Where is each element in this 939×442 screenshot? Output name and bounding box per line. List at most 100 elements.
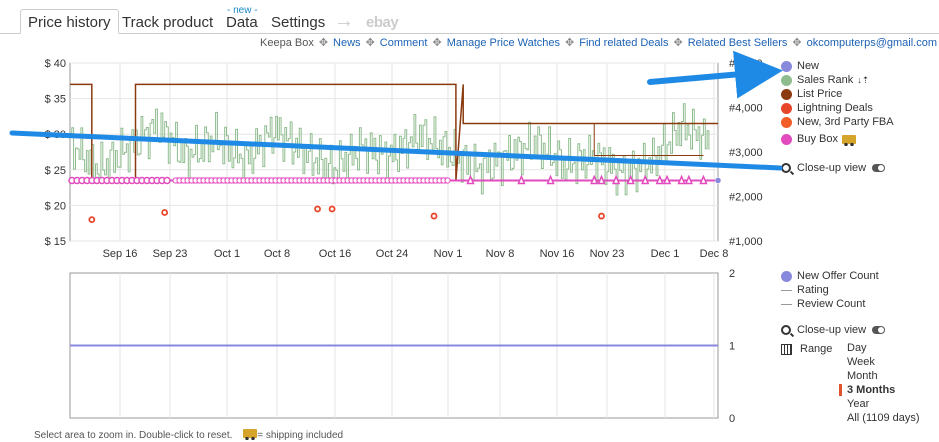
lightning-deal-marker-center [330,207,334,211]
buy-box-marker [546,174,555,185]
toggle-icon[interactable] [872,164,886,172]
buy-box-marker [641,174,650,185]
news-link[interactable]: News [333,37,361,49]
legend-fba-label: New, 3rd Party FBA [797,116,894,128]
fba-dot-icon [781,116,792,128]
lightning-deal-marker-center [163,210,167,215]
legend-rating[interactable]: Rating [781,283,829,297]
close-up-view-toggle-bottom[interactable]: Close-up view [781,323,886,337]
offer-count-dot-icon [781,270,792,282]
y-right-tick-label: #5,000 [729,58,763,70]
y2-tick-label: 0 [729,413,735,425]
tab-data[interactable]: Data [226,14,258,31]
keepa-box-label: Keepa Box [260,37,314,49]
x-tick-label: Dec 8 [700,248,729,260]
buy-box-marker [517,174,526,185]
range-day[interactable]: Day [847,342,867,354]
y2-tick-label: 2 [729,268,735,280]
y-left-tick-label: $ 20 [45,200,66,212]
review-line-icon [781,303,792,305]
range-year[interactable]: Year [847,398,870,410]
lightning-deal-marker-center [432,214,436,218]
magnifier-icon [781,325,791,335]
range-3-months[interactable]: 3 Months [839,384,895,396]
truck-icon [243,429,258,440]
diamond-icon: ✥ [365,37,375,49]
tab-ebay[interactable]: ebay [366,14,399,31]
tab-track-product[interactable]: Track product [122,14,214,31]
buy-box-dot-icon [781,133,792,145]
toggle-icon[interactable] [872,326,886,334]
buy-box-marker [655,174,664,185]
find-related-deals-link[interactable]: Find related Deals [579,37,669,49]
lightning-deal-marker-center [315,207,320,211]
legend-new[interactable]: New [781,59,819,73]
buy-box-marker [699,174,708,185]
y-left-tick-label: $ 25 [45,165,66,177]
legend-new-offer-count[interactable]: New Offer Count [781,269,879,283]
range-week[interactable]: Week [847,356,875,368]
buy-box-marker [597,174,606,185]
legend-rating-label: Rating [797,284,829,296]
legend-review-count-label: Review Count [797,298,866,310]
legend-sales-rank[interactable]: Sales Rank ↓⇡ [781,73,869,87]
legend-list-price-label: List Price [797,88,843,100]
rating-line-icon [781,289,792,291]
y-left-tick-label: $ 40 [45,58,66,70]
tab-bar-divider [0,33,939,34]
x-tick-label: Nov 16 [540,248,575,260]
lightning-deal-marker-center [90,218,94,222]
tab-bar: Price history Track product - new - Data… [0,0,939,36]
legend-buy-box-label: Buy Box [797,133,838,145]
x-tick-label: Oct 1 [214,248,240,260]
comment-link[interactable]: Comment [379,37,428,49]
new-price-marker [714,177,722,184]
lightning-deal-marker-center [599,214,604,218]
list-price-dot-icon [781,88,792,100]
legend-new-offer-count-label: New Offer Count [797,270,879,282]
legend-new-label: New [797,60,820,72]
legend-lightning-deals[interactable]: Lightning Deals [781,101,873,115]
y-right-tick-label: #3,000 [729,147,763,159]
lightning-deals-dot-icon [781,102,792,114]
close-up-view-label: Close-up view [797,324,867,336]
buy-box-marker [590,174,599,185]
x-tick-label: Sep 23 [153,248,188,260]
range-all[interactable]: All (1109 days) [847,412,920,424]
tab-settings[interactable]: Settings [271,14,326,31]
buy-box-marker [466,174,475,185]
account-email-link[interactable]: okcomputerps@gmail.com [806,37,937,49]
offer-count-chart[interactable]: 2 1 0 [0,268,770,428]
range-month[interactable]: Month [847,370,878,382]
y-right-tick-label: #2,000 [729,192,763,204]
y2-tick-label: 1 [729,341,735,353]
buy-box-marker [684,174,694,185]
legend-lightning-deals-label: Lightning Deals [797,102,873,114]
legend-buy-box[interactable]: Buy Box [781,132,856,146]
links-row: Keepa Box ✥ News ✥ Comment ✥ Manage Price Watc… [260,36,937,49]
sort-icon[interactable]: ↓⇡ [857,74,870,85]
y-right-tick-label: #4,000 [729,103,763,115]
manage-price-watches-link[interactable]: Manage Price Watches [446,37,560,49]
new-badge: - new - [227,5,258,16]
close-up-view-toggle-top[interactable]: Close-up view [781,161,886,175]
diamond-icon: ✥ [318,37,329,49]
range-label: Range [800,343,833,355]
x-tick-label: Nov 8 [486,248,515,260]
related-best-sellers-link[interactable]: Related Best Sellers [687,37,788,49]
x-tick-label: Nov 23 [590,248,625,260]
magnifier-icon [781,163,791,173]
legend-list-price[interactable]: List Price [781,87,842,101]
diamond-icon: ✥ [792,37,802,49]
y-left-tick-label: $ 15 [45,236,66,248]
footer-hint: Select area to zoom in. Double-click to … [34,429,343,441]
legend-review-count[interactable]: Review Count [781,297,865,311]
tab-price-history[interactable]: Price history [20,9,119,34]
zoom-hint: Select area to zoom in. Double-click to … [34,430,233,441]
y-left-tick-label: $ 30 [45,129,66,141]
diamond-icon: ✥ [565,37,575,49]
legend-new-3rd-party-fba[interactable]: New, 3rd Party FBA [781,115,894,129]
x-tick-label: Sep 16 [103,248,138,260]
offer-legend: New Offer Count Rating Review Count Clos… [781,268,937,428]
